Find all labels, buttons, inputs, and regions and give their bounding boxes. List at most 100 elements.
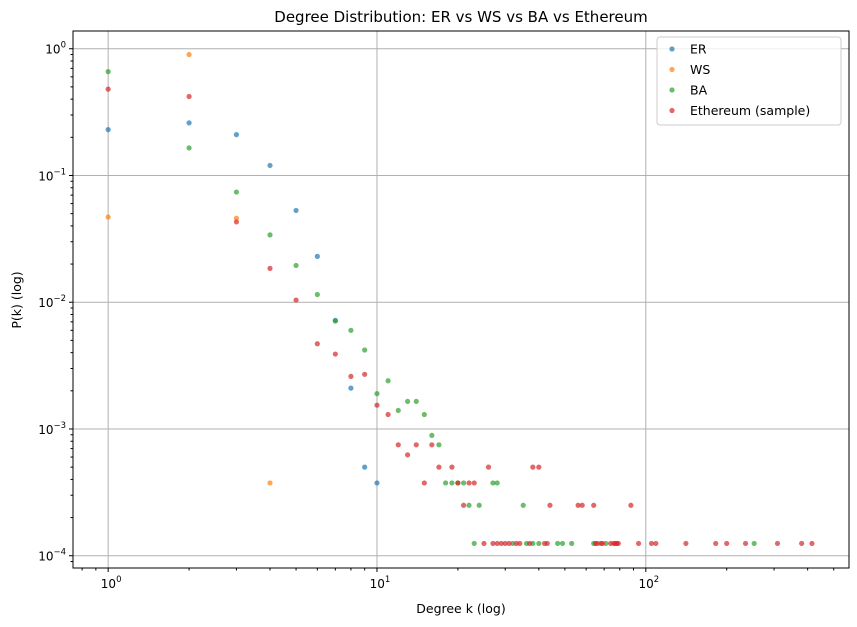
x-tick-label: 100	[101, 575, 122, 591]
data-point-ba	[466, 502, 472, 508]
data-point-ethereum	[348, 373, 354, 379]
legend-label: BA	[690, 83, 708, 98]
data-point-er	[105, 127, 111, 133]
data-point-ethereum	[648, 540, 655, 547]
data-point-ba	[314, 291, 320, 298]
data-point-ethereum	[653, 540, 659, 547]
data-point-ba	[267, 232, 273, 238]
data-point-ba	[186, 145, 192, 151]
data-point-ethereum	[460, 502, 467, 508]
y-tick-label: 10−2	[38, 294, 66, 310]
data-point-ethereum	[186, 93, 192, 100]
data-point-ethereum	[517, 540, 523, 547]
data-point-ethereum	[405, 452, 411, 458]
data-point-ba	[362, 347, 368, 353]
data-points	[105, 51, 815, 547]
y-tick-label: 10−3	[38, 421, 66, 437]
legend-label: Ethereum (sample)	[690, 103, 810, 118]
plot-frame	[72, 30, 850, 569]
data-point-ethereum	[267, 265, 273, 271]
data-point-ethereum	[591, 502, 597, 508]
chart-title: Degree Distribution: ER vs WS vs BA vs E…	[274, 8, 647, 26]
y-axis-label: P(k) (log)	[9, 271, 24, 328]
data-point-ethereum	[799, 540, 805, 547]
data-point-ethereum	[233, 219, 240, 225]
data-point-ethereum	[436, 464, 442, 470]
data-point-ethereum	[485, 464, 492, 470]
data-point-ethereum	[449, 464, 455, 470]
data-point-er	[348, 385, 354, 391]
data-point-ba	[429, 432, 435, 438]
x-axis-label: Degree k (log)	[416, 601, 506, 616]
legend-box	[656, 36, 842, 126]
data-point-ethereum	[471, 480, 477, 486]
data-point-ethereum	[490, 540, 496, 547]
data-point-ba	[348, 327, 354, 333]
data-point-ethereum	[421, 480, 427, 486]
data-point-ethereum	[362, 371, 368, 377]
y-tick-label: 10−4	[38, 548, 66, 564]
legend: ER WS BA Ethereum (sample)	[656, 36, 842, 126]
data-point-ba	[443, 480, 449, 486]
data-point-ba	[332, 318, 338, 324]
data-point-ba	[751, 540, 757, 547]
data-point-ba	[293, 262, 299, 269]
data-point-ethereum	[713, 540, 719, 547]
data-point-ethereum	[615, 540, 621, 547]
data-point-ethereum	[502, 540, 508, 547]
data-point-ba	[520, 502, 526, 508]
data-point-ethereum	[579, 502, 585, 508]
data-point-ws	[186, 51, 192, 58]
x-tick-label: 102	[638, 575, 659, 591]
data-point-ethereum	[809, 540, 815, 547]
data-point-ethereum	[413, 442, 419, 448]
data-point-ethereum	[530, 464, 536, 470]
data-point-er	[293, 207, 299, 214]
data-point-ethereum	[742, 540, 749, 547]
legend-label: ER	[690, 42, 707, 57]
data-point-ba	[559, 540, 566, 547]
data-point-ba	[536, 540, 542, 547]
data-point-er	[314, 253, 320, 259]
data-point-ba	[449, 480, 455, 486]
data-point-ws	[233, 215, 240, 221]
data-point-ethereum	[105, 86, 111, 92]
data-point-er	[374, 480, 380, 486]
data-point-ba	[421, 411, 427, 418]
data-point-ethereum	[724, 540, 730, 547]
data-point-ethereum	[635, 540, 642, 547]
data-point-ba	[436, 442, 442, 448]
data-point-ba	[405, 398, 411, 405]
data-point-ethereum	[332, 351, 338, 357]
y-tick-label: 100	[45, 41, 66, 57]
legend-label: WS	[690, 62, 710, 77]
data-point-ethereum	[498, 540, 504, 547]
data-point-ba	[490, 480, 496, 486]
data-point-ba	[494, 480, 500, 486]
ticks: 100 101 102 10−4 10−3 10−2 10−1 100	[38, 41, 835, 591]
data-point-ethereum	[599, 540, 606, 547]
grid	[73, 31, 849, 568]
x-tick-label: 101	[370, 575, 391, 591]
data-point-ba	[233, 189, 240, 195]
data-point-er	[186, 120, 192, 126]
data-point-ethereum	[429, 442, 435, 448]
data-point-ethereum	[455, 480, 461, 486]
data-point-ethereum	[466, 480, 472, 486]
data-point-ba	[471, 540, 477, 547]
data-point-ethereum	[506, 540, 512, 547]
data-point-ethereum	[374, 402, 380, 408]
data-point-ethereum	[494, 540, 500, 547]
data-point-ethereum	[575, 502, 581, 508]
data-point-ba	[105, 69, 111, 75]
data-point-ws	[267, 480, 273, 486]
data-point-ethereum	[547, 502, 553, 508]
data-point-ethereum	[314, 341, 320, 347]
data-point-ethereum	[544, 540, 550, 547]
data-point-ethereum	[774, 540, 781, 547]
y-tick-label: 10−1	[38, 167, 66, 183]
legend-marker	[669, 66, 675, 73]
data-point-ethereum	[536, 464, 542, 470]
